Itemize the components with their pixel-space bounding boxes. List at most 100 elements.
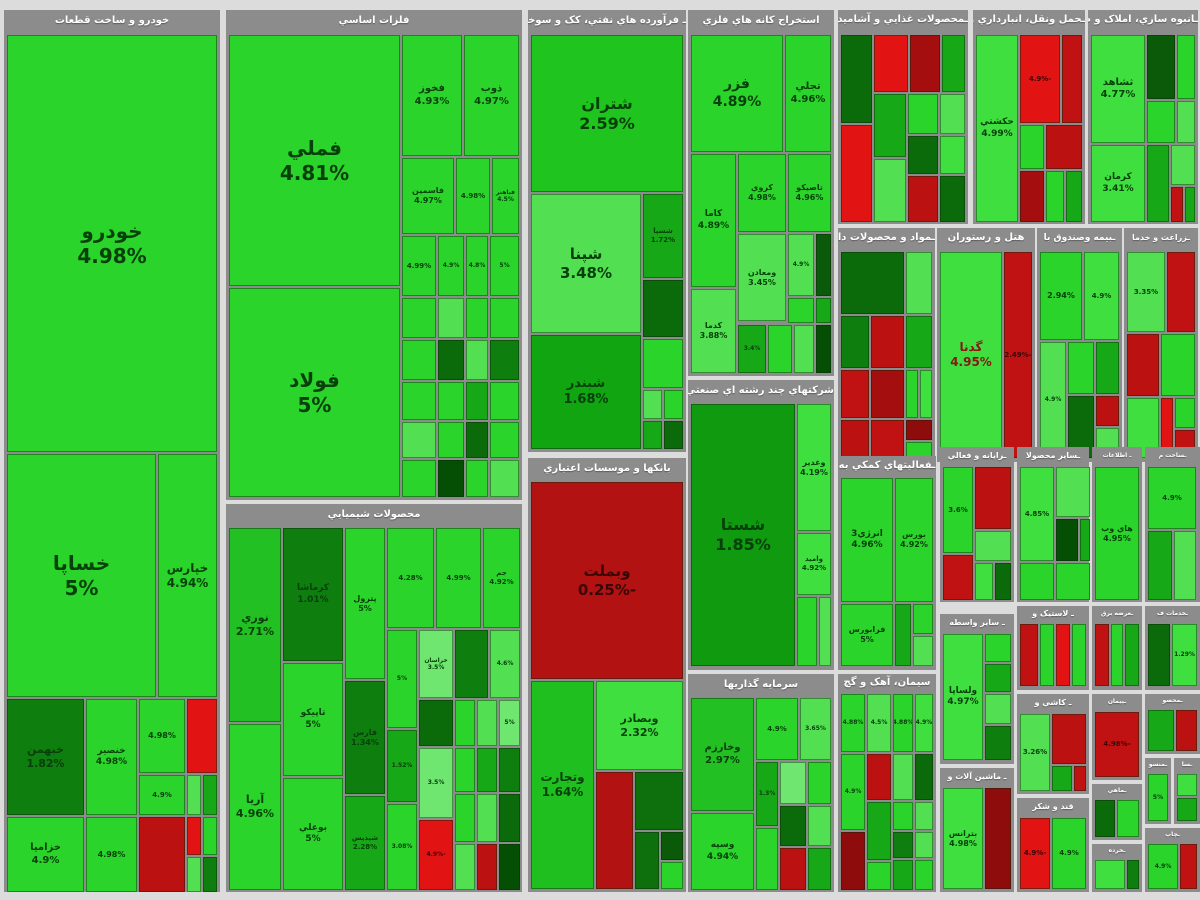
treemap-tile[interactable] xyxy=(995,563,1011,600)
treemap-tile[interactable] xyxy=(1068,342,1094,394)
treemap-tile-بوعلي[interactable]: بوعلي 5% xyxy=(283,778,343,890)
treemap-tile[interactable] xyxy=(874,159,906,222)
treemap-tile[interactable]: 2.94% xyxy=(1040,252,1082,340)
treemap-tile-فزر[interactable]: فزر 4.89% xyxy=(691,35,783,152)
treemap-tile[interactable] xyxy=(908,136,938,174)
treemap-tile[interactable] xyxy=(1117,800,1139,837)
treemap-tile[interactable] xyxy=(808,762,831,804)
treemap-tile[interactable] xyxy=(780,848,806,890)
treemap-tile[interactable] xyxy=(643,390,662,419)
treemap-tile[interactable]: 5% xyxy=(499,700,520,746)
treemap-tile[interactable] xyxy=(913,604,933,634)
treemap-tile[interactable]: 1.52% xyxy=(387,730,417,802)
treemap-tile[interactable] xyxy=(1171,145,1195,185)
treemap-tile[interactable] xyxy=(499,748,520,792)
treemap-tile-وبملت[interactable]: وبملت -0.25% xyxy=(531,482,683,679)
treemap-tile[interactable] xyxy=(940,176,965,222)
treemap-tile[interactable] xyxy=(1095,860,1125,889)
treemap-tile-شبندر[interactable]: شبندر 1.68% xyxy=(531,335,641,449)
treemap-tile[interactable] xyxy=(816,234,831,296)
treemap-tile[interactable] xyxy=(635,832,659,889)
treemap-tile[interactable]: 3.5% xyxy=(419,748,453,818)
treemap-tile-شستا[interactable]: شستا 1.85% xyxy=(691,404,795,666)
treemap-tile[interactable] xyxy=(438,340,464,380)
treemap-tile[interactable] xyxy=(1052,714,1086,764)
treemap-tile[interactable] xyxy=(906,316,932,368)
treemap-tile[interactable]: 3.65% xyxy=(800,698,831,760)
treemap-tile[interactable]: 5% xyxy=(1148,774,1168,821)
treemap-tile[interactable]: -4.9% xyxy=(1020,35,1060,123)
treemap-tile[interactable] xyxy=(906,370,918,418)
treemap-tile-وخارزم[interactable]: وخارزم 2.97% xyxy=(691,698,754,811)
treemap-tile[interactable] xyxy=(915,754,933,800)
treemap-tile[interactable] xyxy=(794,325,814,373)
treemap-tile[interactable] xyxy=(402,298,436,338)
treemap-tile[interactable] xyxy=(402,422,436,458)
treemap-tile-ثشاهد[interactable]: ثشاهد 4.77% xyxy=(1091,35,1145,143)
treemap-tile[interactable] xyxy=(1127,860,1139,889)
treemap-tile[interactable]: -4.98% xyxy=(1095,712,1139,777)
treemap-tile-نوري[interactable]: نوري 2.71% xyxy=(229,528,281,722)
treemap-tile[interactable]: 4.9% xyxy=(756,698,798,760)
treemap-tile[interactable] xyxy=(816,298,831,323)
treemap-tile[interactable] xyxy=(402,460,436,497)
treemap-tile[interactable] xyxy=(438,460,464,497)
treemap-tile-خنصير[interactable]: خنصير 4.98% xyxy=(86,699,137,815)
treemap-tile[interactable] xyxy=(1161,334,1195,396)
treemap-tile[interactable] xyxy=(1125,624,1139,686)
treemap-tile[interactable] xyxy=(893,754,913,800)
treemap-tile[interactable] xyxy=(819,597,831,666)
treemap-tile-فخوز[interactable]: فخوز 4.93% xyxy=(402,35,462,156)
treemap-tile[interactable] xyxy=(1176,710,1197,751)
treemap-tile[interactable] xyxy=(1180,844,1197,889)
treemap-tile[interactable]: 5% xyxy=(490,236,519,296)
treemap-tile-ومعادن[interactable]: ومعادن 3.45% xyxy=(738,234,786,321)
treemap-tile-کدما[interactable]: کدما 3.88% xyxy=(691,289,736,373)
treemap-tile-فباهنر[interactable]: فباهنر 4.5% xyxy=(492,158,519,234)
treemap-tile[interactable] xyxy=(1052,766,1072,791)
treemap-tile[interactable] xyxy=(893,832,913,858)
treemap-tile[interactable] xyxy=(438,382,464,420)
treemap-tile[interactable]: 4.9% xyxy=(788,234,814,296)
treemap-tile[interactable] xyxy=(871,370,904,418)
treemap-tile[interactable] xyxy=(490,298,519,338)
treemap-tile[interactable] xyxy=(920,370,932,418)
treemap-tile-وبصادر[interactable]: وبصادر 2.32% xyxy=(596,681,683,770)
treemap-tile[interactable] xyxy=(203,775,217,815)
treemap-tile-شسپا[interactable]: شسپا 1.72% xyxy=(643,194,683,278)
treemap-tile[interactable] xyxy=(1056,624,1070,686)
treemap-tile[interactable] xyxy=(1066,171,1082,222)
treemap-tile[interactable] xyxy=(871,316,904,368)
treemap-tile-هاي وب[interactable]: هاي وب 4.95% xyxy=(1095,467,1139,600)
treemap-tile[interactable] xyxy=(906,420,932,440)
treemap-tile[interactable]: 4.98% xyxy=(139,699,185,773)
treemap-tile[interactable] xyxy=(1095,624,1109,686)
treemap-tile[interactable] xyxy=(499,794,520,842)
treemap-tile[interactable] xyxy=(906,252,932,314)
treemap-tile[interactable] xyxy=(1040,624,1054,686)
treemap-tile[interactable] xyxy=(455,700,475,746)
treemap-tile[interactable] xyxy=(1175,398,1195,428)
treemap-tile[interactable] xyxy=(908,94,938,134)
treemap-tile[interactable] xyxy=(1020,624,1038,686)
treemap-tile-وتجارت[interactable]: وتجارت 1.64% xyxy=(531,681,594,889)
treemap-tile[interactable] xyxy=(768,325,792,373)
treemap-tile[interactable] xyxy=(1167,252,1195,332)
treemap-tile[interactable] xyxy=(1056,519,1078,561)
treemap-tile[interactable] xyxy=(661,862,683,889)
treemap-tile[interactable] xyxy=(1046,125,1082,169)
treemap-tile-وسپه[interactable]: وسپه 4.94% xyxy=(691,813,754,890)
treemap-tile[interactable] xyxy=(1111,624,1123,686)
treemap-tile[interactable] xyxy=(975,563,993,600)
treemap-tile[interactable] xyxy=(1148,624,1170,686)
treemap-tile[interactable] xyxy=(438,298,464,338)
treemap-tile[interactable] xyxy=(985,788,1011,889)
treemap-tile[interactable] xyxy=(975,531,1011,561)
treemap-tile[interactable]: 4.9% xyxy=(1084,252,1119,340)
treemap-tile[interactable] xyxy=(402,382,436,420)
treemap-tile-کاما[interactable]: کاما 4.89% xyxy=(691,154,736,287)
treemap-tile-حکشتي[interactable]: حکشتي 4.99% xyxy=(976,35,1018,222)
treemap-tile[interactable] xyxy=(913,636,933,666)
treemap-tile[interactable] xyxy=(985,634,1011,662)
treemap-tile[interactable] xyxy=(943,555,973,600)
